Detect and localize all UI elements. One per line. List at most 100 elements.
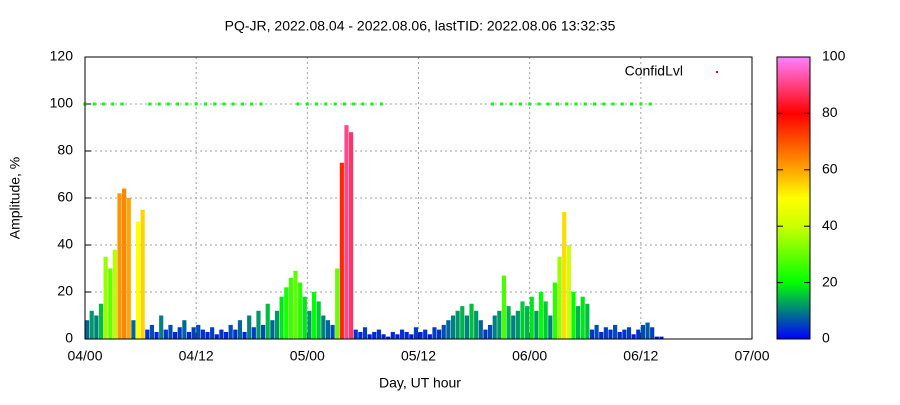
point: [370, 102, 374, 106]
bar: [228, 324, 233, 339]
point: [194, 102, 198, 106]
bar: [205, 331, 210, 339]
bar: [274, 310, 280, 339]
bar: [566, 245, 571, 339]
bar: [85, 320, 90, 339]
bar: [311, 292, 317, 339]
bar: [372, 331, 377, 339]
bar: [191, 327, 196, 339]
bar: [432, 327, 437, 339]
bar: [464, 315, 469, 339]
bar: [353, 329, 358, 339]
point: [250, 102, 254, 106]
bar: [98, 303, 104, 339]
bar: [103, 256, 108, 339]
bar: [487, 324, 493, 339]
point: [639, 102, 643, 106]
point: [333, 102, 337, 106]
point: [648, 102, 652, 106]
bar: [140, 209, 145, 339]
point: [379, 102, 383, 106]
bar: [163, 329, 168, 339]
bar: [492, 315, 497, 339]
bar: [367, 334, 372, 339]
point: [611, 102, 615, 106]
point: [148, 102, 152, 106]
point: [352, 102, 356, 106]
bar: [626, 327, 632, 339]
legend-label: ConfidLvl: [625, 63, 683, 79]
point: [602, 102, 606, 106]
y-tick-label: 20: [57, 283, 73, 299]
bar: [585, 303, 590, 339]
bar: [423, 329, 428, 339]
bar: [636, 329, 641, 339]
point: [546, 102, 550, 106]
point: [315, 102, 319, 106]
point: [491, 102, 495, 106]
bar: [603, 327, 608, 339]
point: [92, 102, 96, 106]
bar: [608, 329, 613, 339]
bar: [145, 329, 150, 339]
bar: [223, 331, 229, 339]
x-tick-label: 05/12: [401, 348, 436, 364]
bar: [575, 306, 581, 339]
bar: [548, 315, 553, 339]
bar: [196, 324, 201, 339]
point: [583, 102, 587, 106]
bar: [390, 331, 395, 339]
bar: [404, 331, 409, 339]
bar: [154, 331, 159, 339]
bar: [358, 331, 363, 339]
bar: [117, 193, 122, 339]
cb-tick-label: 0: [822, 330, 830, 346]
bar: [613, 324, 618, 339]
point: [111, 102, 115, 106]
point: [528, 102, 532, 106]
point: [500, 102, 504, 106]
x-tick-label: 06/12: [623, 348, 658, 364]
bar: [520, 301, 525, 339]
bar: [376, 329, 381, 339]
chart-title: PQ-JR, 2022.08.04 - 2022.08.06, lastTID:…: [225, 18, 616, 34]
y-tick-label: 80: [57, 142, 73, 158]
point: [259, 102, 263, 106]
point: [630, 102, 634, 106]
bar: [149, 324, 155, 339]
cb-tick-label: 40: [822, 217, 838, 233]
bar: [168, 324, 173, 339]
point: [574, 102, 578, 106]
bar: [552, 282, 557, 339]
bar: [534, 310, 539, 339]
y-tick-label: 40: [57, 236, 73, 252]
legend-marker: [716, 71, 718, 73]
bar: [506, 306, 511, 339]
bar: [284, 287, 289, 339]
point: [305, 102, 309, 106]
bar: [293, 270, 298, 339]
point: [203, 102, 207, 106]
bar: [589, 329, 595, 339]
plot-frame: [84, 56, 753, 340]
bar: [177, 327, 182, 339]
bar: [89, 310, 94, 339]
bar: [182, 320, 187, 339]
bar: [427, 334, 432, 339]
cb-tick-label: 20: [822, 273, 838, 289]
bar: [321, 315, 326, 339]
bar: [413, 327, 419, 339]
bar: [108, 268, 113, 339]
bar: [501, 275, 507, 339]
bar: [455, 310, 460, 339]
bar: [450, 315, 456, 339]
bar: [571, 292, 576, 339]
bar: [288, 277, 293, 339]
bar: [362, 327, 368, 339]
bar: [219, 329, 224, 339]
bar: [562, 212, 567, 339]
bar: [511, 315, 516, 339]
y-tick-label: 0: [65, 330, 73, 346]
bar: [135, 221, 141, 339]
